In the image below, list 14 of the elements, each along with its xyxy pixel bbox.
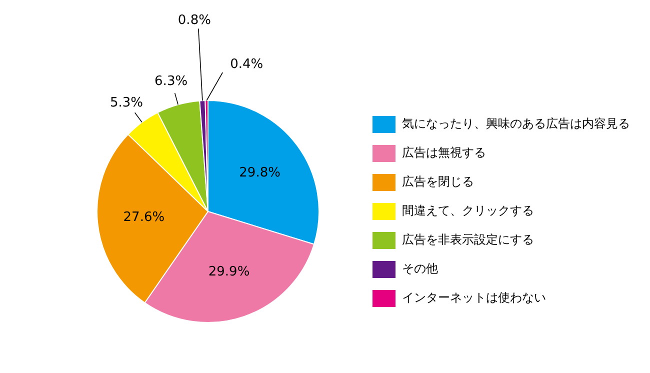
legend-label: 広告は無視する [402, 146, 486, 160]
data-label: 0.4% [230, 56, 264, 72]
data-label: 27.6% [123, 210, 165, 226]
data-label: 0.8% [178, 13, 211, 28]
data-label: 29.8% [239, 166, 280, 181]
data-label: 6.3% [154, 74, 188, 89]
data-label: 5.3% [110, 95, 144, 110]
legend-label: インターネットは使わない [402, 290, 546, 305]
legend-label: 間違えて、クリックする [402, 204, 534, 218]
legend-label: 広告を非表示設定にする [402, 232, 534, 247]
data-label: 29.9% [208, 264, 250, 280]
legend-label: 広告を閉じる [402, 174, 474, 189]
legend-label: 気になったり、興味のある広告は内容見る [402, 116, 630, 131]
legend-label: その他 [402, 262, 438, 276]
